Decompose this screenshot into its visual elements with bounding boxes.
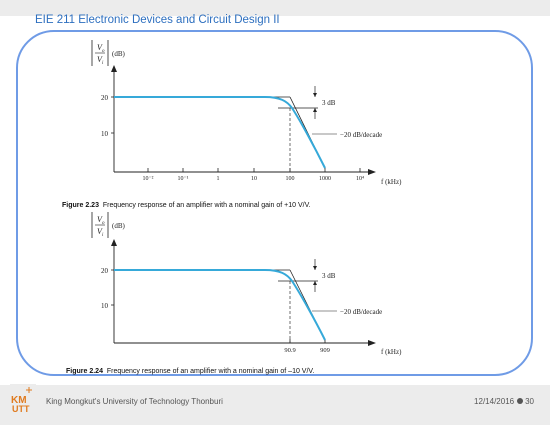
fig2-ytick-label-20: 20 [101, 267, 109, 275]
fig1-ylabel-den: V [97, 55, 103, 64]
fig2-ytick-label-10: 10 [101, 302, 109, 310]
footer-institution: King Mongkut's University of Technology … [46, 397, 223, 406]
kmutt-logo: KM UTT [10, 384, 36, 414]
logo-bg [10, 384, 36, 414]
title-band [0, 0, 550, 16]
fig1-ylabel-unit: (dB) [112, 50, 126, 58]
figure-1-caption: Figure 2.23 Frequency response of an amp… [62, 202, 311, 209]
fig2-ylabel-den: V [97, 227, 103, 236]
fig1-xtick-label-3: 1 [217, 176, 220, 182]
fig1-ylabel-num-sub: o [102, 49, 105, 54]
fig2-ylabel-unit: (dB) [112, 222, 126, 230]
fig2-xtick-label-1: 90.9 [284, 347, 295, 354]
fig1-xtick-label-7: 10⁴ [356, 176, 364, 182]
fig1-3db-arrowhead-bottom [313, 108, 317, 112]
fig2-xlabel: f (kHz) [381, 348, 402, 356]
fig2-ylabel-den-sub: i [102, 233, 104, 238]
fig1-xtick-label-6: 1000 [319, 176, 331, 182]
figure-2-caption-text: Frequency response of an amplifier with … [106, 368, 315, 375]
footer-dot-icon [517, 398, 524, 404]
fig1-xtick-label-2: 10⁻¹ [178, 176, 189, 182]
fig1-xtick-label-5: 100 [286, 176, 295, 182]
fig1-xtick-label-4: 10 [251, 176, 257, 182]
figure-2-caption-label: Figure 2.24 [66, 368, 103, 375]
fig1-ytick-label-10: 10 [101, 130, 109, 138]
fig1-ylabel-num: V [97, 43, 103, 52]
footer-band [0, 385, 550, 425]
fig2-3db-arrowhead-bottom [313, 281, 317, 285]
fig1-ytick-label-20: 20 [101, 94, 109, 102]
figure-2-caption: Figure 2.24 Frequency response of an amp… [66, 368, 314, 375]
fig1-ylabel-den-sub: i [102, 61, 104, 66]
fig1-x-arrow [368, 169, 376, 175]
footer-date: 12/14/2016 [474, 397, 515, 406]
figure-2-chart: V o V i (dB) 20 10 90.9 909 f (kHz) 3 dB… [91, 212, 402, 356]
fig2-y-arrow [111, 239, 117, 246]
logo-text-bottom: UTT [12, 404, 30, 414]
fig1-annotation-slope: −20 dB/decade [340, 131, 382, 139]
content-frame [16, 30, 533, 376]
fig2-ylabel-num-sub: o [102, 221, 105, 226]
fig1-xlabel: f (kHz) [381, 178, 402, 186]
fig1-xtick-label-1: 10⁻² [143, 176, 154, 182]
slide-title: EIE 211 Electronic Devices and Circuit D… [35, 14, 280, 26]
fig2-x-arrow [368, 340, 376, 346]
fig2-annotation-3db: 3 dB [322, 272, 336, 280]
figure-1-chart: V o V i (dB) 20 10 10⁻² 10⁻¹ 1 10 100 10… [91, 40, 402, 186]
logo-text-top: KM [11, 395, 27, 406]
fig1-y-arrow [111, 65, 117, 72]
fig2-3db-arrowhead-top [313, 266, 317, 270]
fig2-response-curve [114, 269, 326, 341]
footer-meta: 12/14/2016 30 [474, 397, 534, 406]
fig1-annotation-3db: 3 dB [322, 99, 336, 107]
fig1-3db-arrowhead-top [313, 93, 317, 97]
figure-1-caption-text: Frequency response of an amplifier with … [102, 202, 311, 209]
fig2-annotation-slope: −20 dB/decade [340, 308, 382, 316]
fig2-ylabel-num: V [97, 215, 103, 224]
footer-page-number: 30 [525, 397, 534, 406]
fig1-response-curve [114, 96, 326, 169]
fig2-xtick-label-2: 909 [320, 347, 330, 354]
figure-1-caption-label: Figure 2.23 [62, 202, 99, 209]
